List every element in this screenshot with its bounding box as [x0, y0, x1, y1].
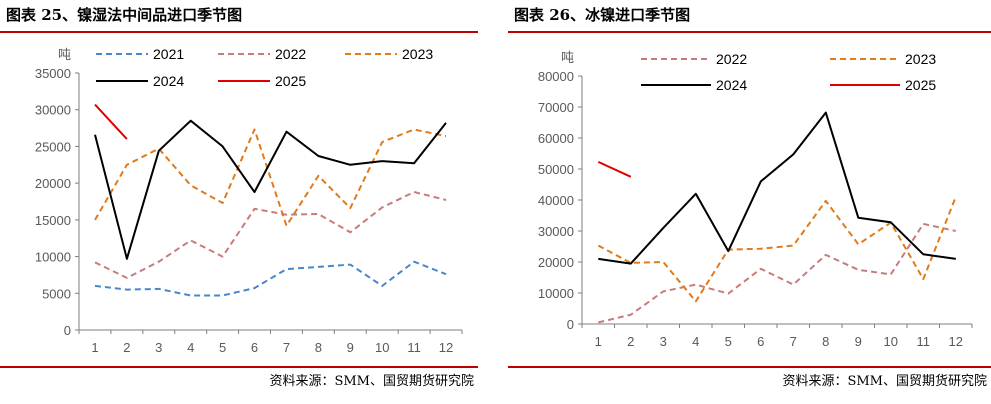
x-tick-label: 3: [155, 340, 162, 355]
series-line-2024: [598, 111, 956, 265]
y-tick-label: 70000: [538, 100, 574, 115]
x-tick-label: 6: [757, 334, 764, 349]
legend-label-2021: 2021: [153, 46, 184, 62]
series-line-2023: [94, 128, 447, 227]
x-tick-label: 3: [660, 334, 667, 349]
legend-label-2023: 2023: [905, 51, 936, 67]
x-tick-label: 2: [123, 340, 130, 355]
x-tick-label: 12: [949, 334, 963, 349]
legend-label-2023: 2023: [402, 46, 433, 62]
x-tick-label: 11: [407, 340, 421, 355]
x-tick-label: 9: [855, 334, 862, 349]
series-line-2022: [94, 191, 447, 279]
x-tick-label: 5: [725, 334, 732, 349]
x-tick-label: 2: [627, 334, 634, 349]
series-line-2025: [597, 160, 632, 178]
legend-label-2025: 2025: [275, 73, 306, 89]
y-unit-label: 吨: [561, 50, 574, 65]
y-tick-label: 40000: [538, 193, 574, 208]
x-tick-label: 12: [439, 340, 453, 355]
y-tick-label: 50000: [538, 162, 574, 177]
series-line-2022: [598, 222, 957, 324]
y-unit-label: 吨: [58, 47, 71, 62]
x-tick-label: 11: [917, 334, 931, 349]
y-tick-label: 20000: [538, 255, 574, 270]
source-rule: [0, 366, 478, 368]
y-tick-label: 60000: [538, 131, 574, 146]
x-tick-label: 10: [375, 340, 389, 355]
x-tick-label: 5: [219, 340, 226, 355]
x-tick-label: 10: [884, 334, 898, 349]
y-tick-label: 10000: [35, 250, 71, 265]
y-tick-label: 0: [64, 323, 71, 338]
y-tick-label: 20000: [35, 176, 71, 191]
y-tick-label: 30000: [35, 103, 71, 118]
series-line-2024: [94, 119, 447, 260]
y-tick-label: 15000: [35, 213, 71, 228]
y-tick-label: 10000: [538, 286, 574, 301]
legend-label-2024: 2024: [716, 77, 747, 93]
chart-panel-left: 图表 25、镍湿法中间品进口季节图 吨 0 5000 10000 15000 20000 2…: [0, 0, 478, 404]
y-tick-label: 0: [567, 317, 574, 332]
y-tick-label: 30000: [538, 224, 574, 239]
x-tick-label: 9: [347, 340, 354, 355]
x-tick-label: 8: [822, 334, 829, 349]
line-chart: 吨 0 10000 20000 30000 40000 50000 60000 70000 800…: [538, 50, 973, 349]
y-tick-label: 80000: [538, 69, 574, 84]
x-tick-label: 1: [595, 334, 602, 349]
legend-label-2024: 2024: [153, 73, 184, 89]
x-tick-label: 6: [251, 340, 258, 355]
source-rule: [508, 366, 991, 368]
y-tick-label: 25000: [35, 139, 71, 154]
series-line-2025: [94, 103, 128, 140]
title-rule: [508, 31, 991, 33]
x-tick-label: 4: [187, 340, 194, 355]
series-line-2023: [597, 196, 957, 303]
legend-label-2022: 2022: [275, 46, 306, 62]
source-note: 资料来源：SMM、国贸期货研究院: [782, 374, 987, 389]
chart-title: 图表 25、镍湿法中间品进口季节图: [6, 6, 243, 24]
series-line-2021: [94, 260, 447, 297]
y-tick-label: 35000: [35, 66, 71, 81]
title-rule: [0, 31, 478, 33]
legend-label-2022: 2022: [716, 51, 747, 67]
x-tick-label: 4: [692, 334, 699, 349]
source-note: 资料来源：SMM、国贸期货研究院: [269, 374, 474, 389]
chart-panel-right: 图表 26、冰镍进口季节图 吨 0 10000 20000 30000 40000 5000…: [508, 0, 991, 404]
legend-label-2025: 2025: [905, 77, 936, 93]
x-tick-label: 8: [315, 340, 322, 355]
x-tick-label: 7: [283, 340, 290, 355]
y-tick-label: 5000: [42, 286, 71, 301]
x-tick-label: 1: [91, 340, 98, 355]
x-tick-label: 7: [790, 334, 797, 349]
chart-title: 图表 26、冰镍进口季节图: [514, 6, 691, 24]
